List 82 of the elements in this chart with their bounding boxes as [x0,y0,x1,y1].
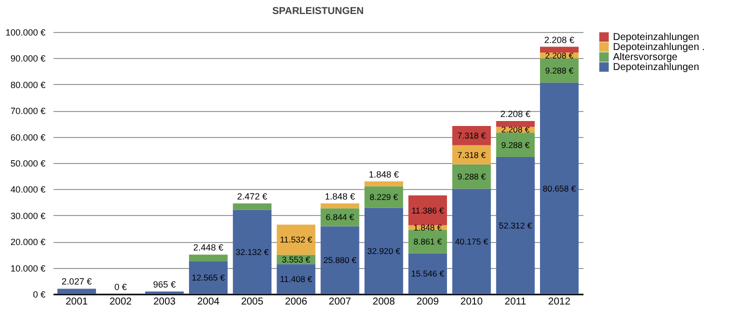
y-tick-label: 0 € [32,290,46,300]
bar [232,203,272,210]
data-label: 2.472 € [237,191,268,202]
legend-label: Depoteinzahlungen [613,32,700,43]
bar [189,254,228,262]
data-label: 11.532 € [280,234,313,245]
x-tick-label: 2007 [328,296,352,308]
x-tick-label: 2001 [66,296,88,308]
data-label: 12.565 € [192,272,226,283]
bar [57,288,96,294]
legend-label: Depoteinzahlungen . [613,42,705,53]
bar [276,264,316,294]
data-label: 7.318 € [457,150,486,160]
data-label: 3.553 € [282,254,311,264]
bar [540,46,579,53]
data-label: 1.848 € [368,169,399,180]
data-label: 2.027 € [62,276,92,287]
y-tick-label: 20.000 € [10,237,46,248]
data-label: 1.848 € [414,222,442,233]
data-label: 2.208 € [501,124,530,135]
data-label: 7.318 € [457,130,486,141]
data-label: 1.848 € [324,191,355,202]
y-tick-label: 70.000 € [10,106,46,116]
y-tick-label: 30.000 € [10,210,46,221]
x-tick-label: 2005 [241,296,264,308]
bar [496,156,535,294]
x-tick-label: 2009 [416,296,440,308]
x-tick-label: 2008 [372,296,396,308]
bar [276,224,316,255]
data-label: 32.132 € [236,246,269,257]
data-label: 9.288 € [545,66,574,76]
y-tick-label: 10.000 € [10,263,46,274]
chart-title: SPARLEISTUNGEN [272,6,364,17]
bar [452,145,491,164]
y-tick-label: 100.000 € [5,28,46,38]
bar [364,208,404,294]
data-label: 2.208 € [544,34,574,45]
data-label: 2.208 € [500,109,530,120]
bar [364,181,404,186]
data-label: 40.175 € [455,236,488,246]
bar [540,82,579,294]
x-tick-label: 2010 [460,296,484,308]
legend-label: Altersvorsorge [613,52,678,63]
bar [408,230,447,254]
legend-label: Depoteinzahlungen [613,62,700,73]
bar [145,291,184,294]
data-label: 6.844 € [326,212,354,222]
y-tick-label: 80.000 € [10,80,46,90]
bar [320,226,360,294]
data-label: 2.208 € [545,50,574,60]
bar [408,195,447,226]
data-label: 8.229 € [370,192,398,202]
data-label: 8.861 € [414,236,442,247]
data-label: 2.448 € [193,242,224,253]
bar [232,210,272,294]
bar [496,121,535,127]
x-tick-label: 2002 [109,296,132,308]
data-label: 11.386 € [411,205,444,216]
data-label: 52.312 € [498,220,532,230]
x-tick-label: 2012 [548,296,571,308]
y-tick-label: 40.000 € [10,184,46,195]
data-label: 32.920 € [367,246,401,256]
bar [408,253,447,294]
data-label: 15.546 € [411,268,444,279]
y-tick-label: 60.000 € [10,132,46,142]
data-label: 11.408 € [280,274,313,284]
x-tick-label: 2004 [197,296,220,308]
bar [496,132,535,157]
data-label: 9.288 € [501,140,530,150]
x-tick-label: 2003 [153,296,176,308]
x-tick-label: 2006 [284,296,308,308]
data-label: 965 € [153,279,176,290]
bar [452,188,491,294]
y-tick-label: 90.000 € [10,54,46,64]
data-label: 80.658 € [542,183,576,194]
y-tick-label: 50.000 € [10,158,46,168]
bar [320,203,360,208]
x-tick-label: 2011 [504,296,527,308]
data-label: 25.880 € [323,255,357,266]
data-label: 0 € [114,282,127,292]
data-label: 9.288 € [457,172,486,182]
bar [189,261,228,294]
